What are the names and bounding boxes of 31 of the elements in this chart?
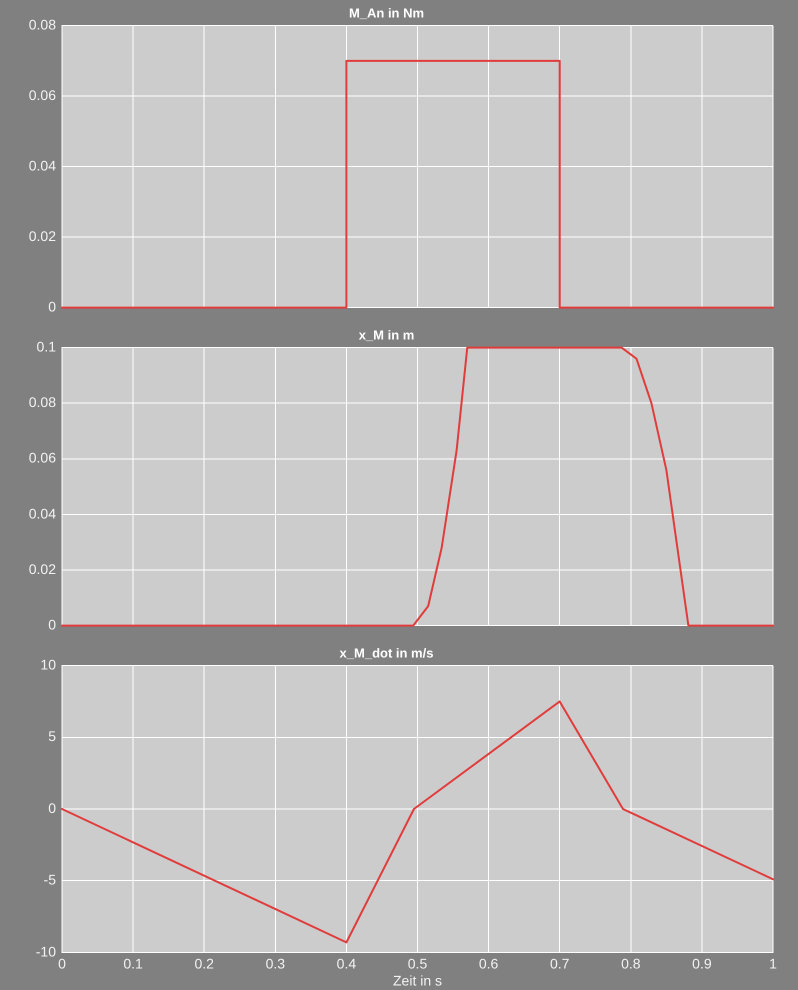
x-tick-label: 1	[769, 956, 778, 972]
y-tick-label: 0.08	[28, 16, 56, 32]
y-tick-label: 5	[48, 728, 56, 744]
y-tick-label: 0.02	[28, 560, 56, 577]
x-tick-label: 0.9	[692, 956, 712, 972]
y-tick-label: 0.06	[28, 450, 56, 466]
y-tick-label: 0.08	[28, 394, 56, 410]
x-tick-label: 0.1	[123, 956, 144, 972]
y-tick-label: 0.04	[28, 157, 56, 174]
x-tick-label: 0.8	[621, 956, 641, 972]
y-tick-label: 0.06	[28, 86, 56, 103]
y-tick-label: 0	[48, 616, 56, 632]
x-tick-label: 0.6	[478, 956, 499, 972]
x-tick-label: 0.5	[408, 956, 428, 972]
x-tick-label: 0	[58, 956, 66, 972]
y-tick-label: 0.04	[28, 505, 56, 522]
x-axis-title: Zeit in s	[392, 972, 442, 988]
x-tick-label: 0.3	[266, 956, 286, 972]
x-tick-label: 0.7	[550, 956, 570, 972]
y-tick-label: 10	[40, 656, 56, 672]
y-tick-label: -10	[36, 943, 56, 960]
x-tick-label: 0.2	[194, 956, 214, 972]
y-tick-label: -5	[44, 872, 56, 888]
chart-title: x_M in m	[358, 327, 414, 342]
y-tick-label: 0.02	[28, 228, 56, 244]
x-tick-label: 0.4	[336, 956, 356, 972]
chart-title: M_An in Nm	[348, 5, 424, 20]
chart-title: x_M_dot in m/s	[340, 645, 434, 660]
y-tick-label: 0.1	[36, 338, 56, 354]
y-tick-label: 0	[48, 298, 56, 314]
y-tick-label: 0	[48, 800, 56, 816]
